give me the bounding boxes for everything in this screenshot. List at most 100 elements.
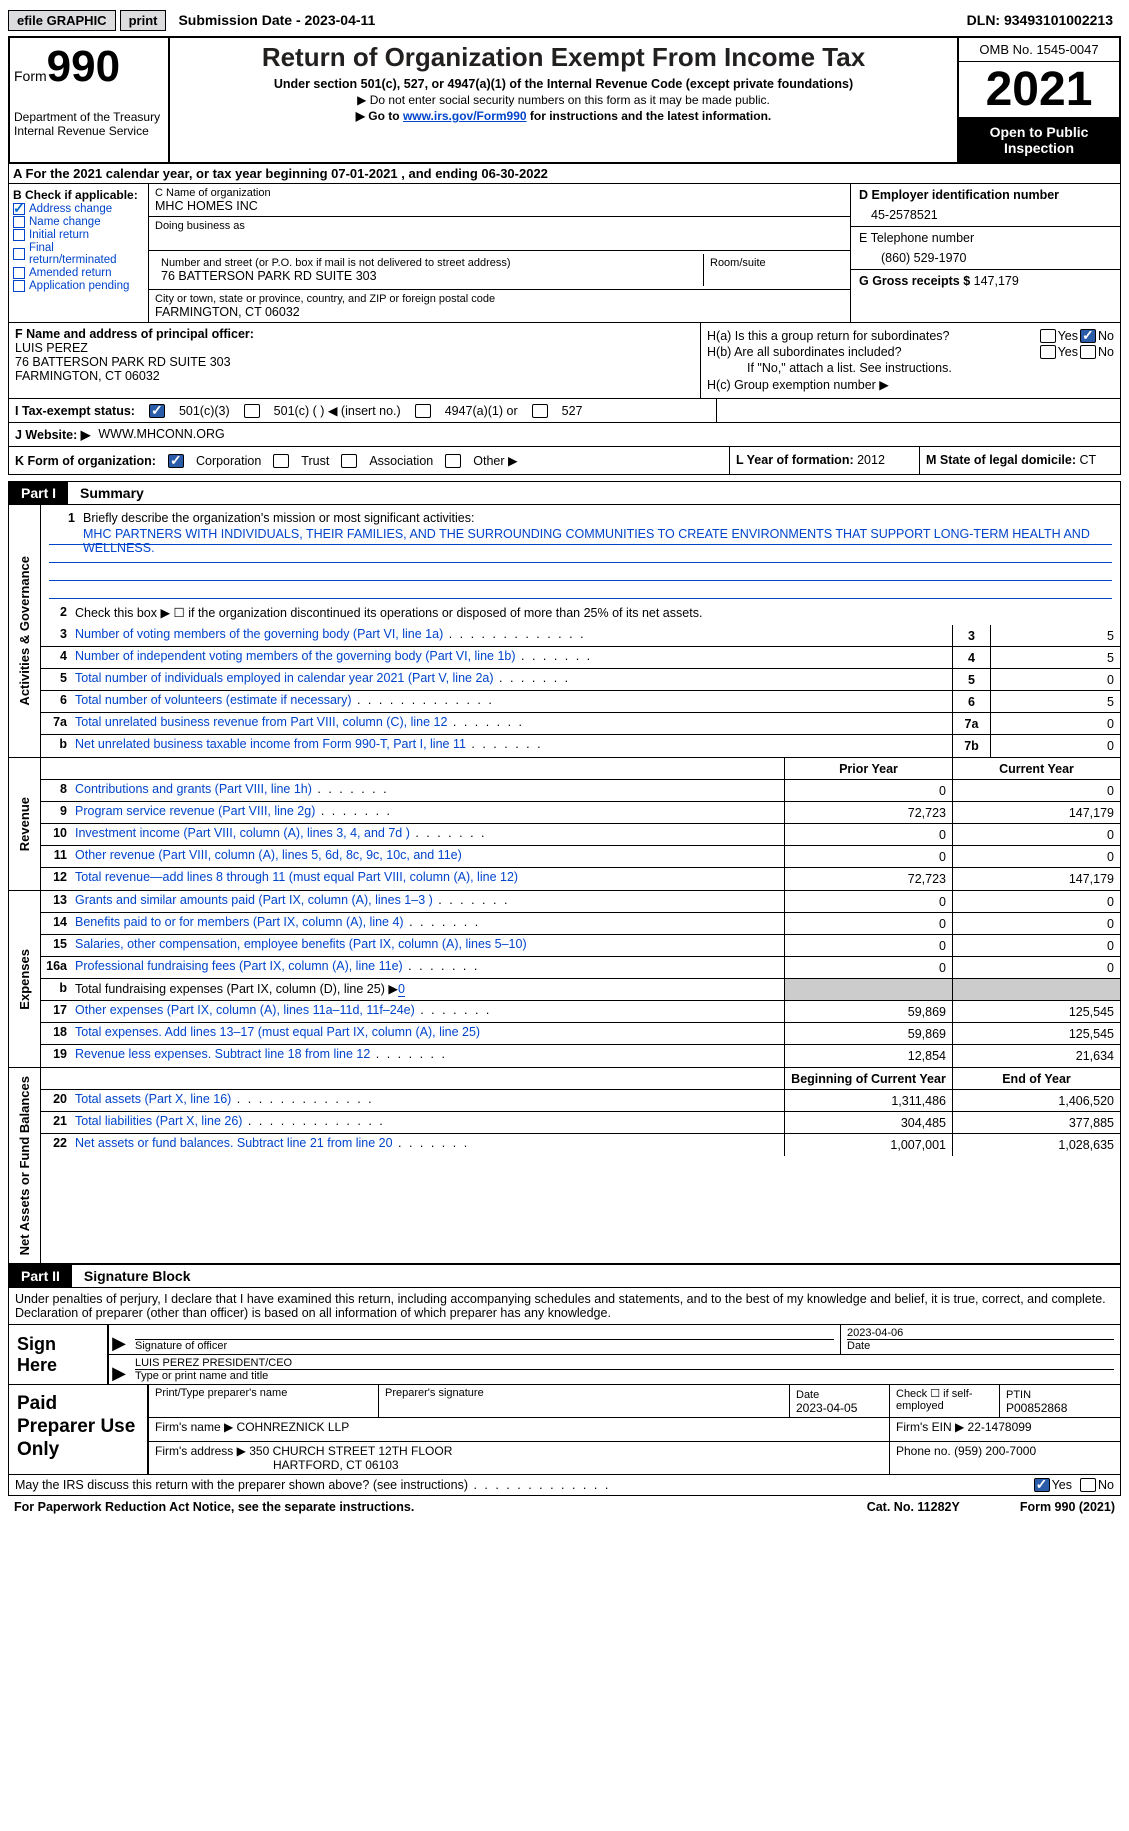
r16b-label: Total fundraising expenses (Part IX, col… — [71, 979, 784, 1000]
lbl-501c: 501(c) ( ) ◀ (insert no.) — [274, 403, 401, 418]
r13-curr: 0 — [952, 891, 1120, 912]
hb-no[interactable] — [1080, 345, 1096, 359]
f-label: F Name and address of principal officer: — [15, 327, 254, 341]
r22-label: Net assets or fund balances. Subtract li… — [71, 1134, 784, 1156]
l-value: 2012 — [857, 453, 885, 467]
chk-corp[interactable] — [168, 454, 184, 468]
ha-label: H(a) Is this a group return for subordin… — [707, 329, 1038, 343]
c-name-label: C Name of organization — [155, 187, 844, 199]
hb-no-lbl: No — [1098, 345, 1114, 359]
discuss-label: May the IRS discuss this return with the… — [15, 1478, 610, 1492]
col-b-checkboxes: B Check if applicable: Address change Na… — [9, 184, 149, 322]
chk-501c[interactable] — [244, 404, 260, 418]
r10-curr: 0 — [952, 824, 1120, 845]
r14-prior: 0 — [784, 913, 952, 934]
ha-yes-lbl: Yes — [1058, 329, 1078, 343]
chk-application[interactable] — [13, 280, 25, 292]
discuss-no[interactable] — [1080, 1478, 1096, 1492]
chk-assoc[interactable] — [341, 454, 357, 468]
r12-label: Total revenue—add lines 8 through 11 (mu… — [71, 868, 784, 890]
m-label: M State of legal domicile: — [926, 453, 1076, 467]
col-d-ein: D Employer identification number45-25785… — [850, 184, 1120, 322]
chk-4947[interactable] — [415, 404, 431, 418]
m-value: CT — [1080, 453, 1097, 467]
prep-date: 2023-04-05 — [796, 1401, 857, 1415]
form-title: Return of Organization Exempt From Incom… — [178, 42, 949, 73]
r21-label: Total liabilities (Part X, line 26) — [71, 1112, 784, 1133]
paperwork-notice: For Paperwork Reduction Act Notice, see … — [14, 1500, 414, 1514]
discuss-no-lbl: No — [1098, 1478, 1114, 1492]
arrow-icon: ▶ — [109, 1325, 129, 1354]
r22-curr: 1,028,635 — [952, 1134, 1120, 1156]
chk-final-return[interactable] — [13, 248, 25, 260]
officer-name: LUIS PEREZ — [15, 341, 694, 355]
efile-label[interactable]: efile GRAPHIC — [8, 10, 116, 31]
lbl-amended: Amended return — [29, 267, 111, 279]
row-j: J Website: ▶WWW.MHCONN.ORG — [8, 423, 1121, 447]
q6-label: Total number of volunteers (estimate if … — [71, 691, 952, 712]
chk-name-change[interactable] — [13, 216, 25, 228]
part-2-label: Part II — [9, 1265, 72, 1287]
officer-addr1: 76 BATTERSON PARK RD SUITE 303 — [15, 355, 694, 369]
lbl-name-change: Name change — [29, 216, 101, 228]
chk-initial-return[interactable] — [13, 229, 25, 241]
lbl-501c3: 501(c)(3) — [179, 404, 230, 418]
vlabel-net: Net Assets or Fund Balances — [17, 1068, 32, 1263]
r20-label: Total assets (Part X, line 16) — [71, 1090, 784, 1111]
r9-label: Program service revenue (Part VIII, line… — [71, 802, 784, 823]
hb-yes-lbl: Yes — [1058, 345, 1078, 359]
chk-527[interactable] — [532, 404, 548, 418]
lbl-address-change: Address change — [29, 203, 112, 215]
note2-pre: ▶ Go to — [356, 109, 403, 123]
ha-yes[interactable] — [1040, 329, 1056, 343]
chk-amended[interactable] — [13, 267, 25, 279]
chk-address-change[interactable] — [13, 203, 25, 215]
r9-curr: 147,179 — [952, 802, 1120, 823]
r16b-val: 0 — [398, 982, 405, 997]
sig-date-label: Date — [847, 1339, 1114, 1352]
q1-label: Briefly describe the organization's miss… — [79, 509, 1112, 527]
footer-final: For Paperwork Reduction Act Notice, see … — [8, 1496, 1121, 1518]
r10-prior: 0 — [784, 824, 952, 845]
street-value: 76 BATTERSON PARK RD SUITE 303 — [161, 269, 697, 283]
r12-prior: 72,723 — [784, 868, 952, 890]
discuss-row: May the IRS discuss this return with the… — [8, 1475, 1121, 1496]
chk-501c3[interactable] — [149, 404, 165, 418]
note2-post: for instructions and the latest informat… — [527, 109, 772, 123]
irs-link[interactable]: www.irs.gov/Form990 — [403, 109, 527, 123]
form-label: Form — [14, 68, 47, 84]
firm-ein-label: Firm's EIN ▶ — [896, 1420, 964, 1434]
ein-value: 45-2578521 — [859, 202, 1112, 222]
website-value: WWW.MHCONN.ORG — [98, 427, 224, 442]
ha-no[interactable] — [1080, 329, 1096, 343]
firm-addr-label: Firm's address ▶ — [155, 1444, 246, 1458]
row-i: I Tax-exempt status: 501(c)(3) 501(c) ( … — [8, 399, 1121, 423]
tax-year: 2021 — [959, 62, 1119, 118]
activities-governance: Activities & Governance 1Briefly describ… — [8, 505, 1121, 758]
col-c-org-info: C Name of organizationMHC HOMES INC Doin… — [149, 184, 850, 322]
firm-addr1: 350 CHURCH STREET 12TH FLOOR — [249, 1444, 452, 1458]
print-button[interactable]: print — [120, 10, 167, 31]
part-1-title: Summary — [68, 482, 1120, 504]
lbl-trust: Trust — [301, 454, 329, 468]
r16a-label: Professional fundraising fees (Part IX, … — [71, 957, 784, 978]
q3-label: Number of voting members of the governin… — [71, 625, 952, 646]
lbl-final-return: Final return/terminated — [29, 242, 144, 266]
r13-prior: 0 — [784, 891, 952, 912]
q4-label: Number of independent voting members of … — [71, 647, 952, 668]
sign-here-label: Sign Here — [9, 1325, 109, 1384]
chk-trust[interactable] — [273, 454, 289, 468]
q7b-label: Net unrelated business taxable income fr… — [71, 735, 952, 757]
chk-other[interactable] — [445, 454, 461, 468]
mission-text: MHC PARTNERS WITH INDIVIDUALS, THEIR FAM… — [49, 527, 1112, 545]
r11-label: Other revenue (Part VIII, column (A), li… — [71, 846, 784, 867]
discuss-yes[interactable] — [1034, 1478, 1050, 1492]
prep-sig-label: Preparer's signature — [385, 1387, 783, 1399]
r11-prior: 0 — [784, 846, 952, 867]
r17-label: Other expenses (Part IX, column (A), lin… — [71, 1001, 784, 1022]
hb-yes[interactable] — [1040, 345, 1056, 359]
tel-value: (860) 529-1970 — [859, 245, 1112, 265]
discuss-yes-lbl: Yes — [1052, 1478, 1072, 1492]
v4: 5 — [990, 647, 1120, 668]
paid-preparer-block: Paid Preparer Use Only Print/Type prepar… — [8, 1385, 1121, 1475]
